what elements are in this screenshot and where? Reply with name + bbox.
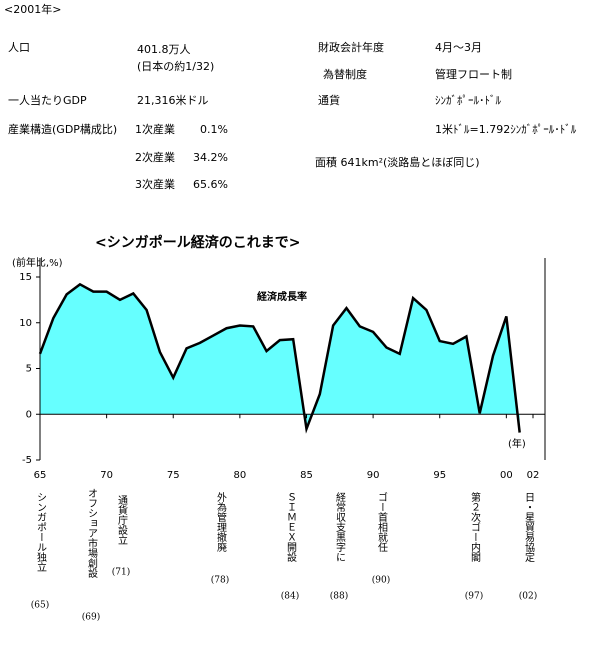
x-tick-label: 00 [500, 470, 513, 481]
event-year: (78) [211, 575, 229, 586]
value: 65.6% [193, 178, 228, 191]
event-year: (84) [281, 591, 299, 602]
event-year: (71) [112, 567, 130, 578]
event-label: ゴー首相就任 [376, 491, 388, 553]
x-tick-label: 70 [100, 470, 113, 481]
x-tick-label: 65 [34, 470, 47, 481]
x-tick-label: 95 [433, 470, 446, 481]
value: 0.1% [200, 123, 228, 136]
event-label: 第２次ゴー内閣 [469, 491, 481, 563]
label: 為替制度 [323, 67, 367, 81]
value: 4月～3月 [435, 41, 482, 54]
value: ｼﾝｶﾞﾎﾟｰﾙ･ﾄﾞﾙ [435, 94, 501, 107]
event-label: 経常収支黒字に [334, 491, 346, 562]
x-tick-label: 90 [367, 470, 380, 481]
label: 人口 [8, 41, 30, 54]
event-year: (02) [519, 591, 537, 602]
x-tick-label: 75 [167, 470, 180, 481]
y-tick-label: -5 [22, 455, 32, 466]
event-label: シンガポール独立 [35, 492, 47, 572]
line [38, 282, 521, 434]
y-tick-label: 5 [26, 364, 32, 375]
value: 21,316米ドル [137, 94, 209, 107]
x-tick-label: 85 [300, 470, 313, 481]
area-fill [40, 284, 520, 433]
event-year: (69) [82, 612, 100, 623]
value: 401.8万人 [137, 43, 191, 56]
value: 34.2% [193, 151, 228, 164]
y-tick-label: 0 [26, 409, 32, 420]
event-label: 通貨庁設立 [116, 495, 128, 545]
label: 財政会計年度 [318, 40, 384, 54]
event-label: 日・星貿易協定 [523, 492, 535, 563]
value: 1米ﾄﾞﾙ=1.792ｼﾝｶﾞﾎﾟｰﾙ･ﾄﾞﾙ [435, 123, 577, 136]
label: 産業構造(GDP構成比) [8, 122, 117, 136]
value: 管理フロート制 [435, 67, 512, 81]
event-label: ＳＩＭＥＸ開設 [285, 492, 297, 563]
value: 面積 641km²(淡路島とほぼ同じ) [315, 155, 480, 169]
label: 一人当たりGDP [8, 93, 87, 107]
label: 通貨 [318, 93, 340, 107]
x-tick-label: 02 [527, 470, 540, 481]
event-year: (88) [330, 591, 348, 602]
label: 2次産業 [135, 150, 175, 164]
x-tick-label: 80 [233, 470, 246, 481]
y-tick-label: 15 [19, 272, 32, 283]
y-axis-label: (前年比,%) [12, 256, 63, 269]
event-label: オフショア市場創設 [86, 488, 98, 579]
label: 3次産業 [135, 177, 175, 191]
label: 1次産業 [135, 122, 175, 136]
event-year: (90) [372, 575, 390, 586]
series-label: 経済成長率 [257, 290, 307, 303]
event-year: (97) [465, 591, 483, 602]
x-axis-label: (年) [508, 437, 526, 450]
header: <2001年> [4, 2, 61, 16]
event-label: 外為管理撤廃 [215, 492, 227, 553]
chart-title: <シンガポール経済のこれまで> [95, 234, 300, 251]
value: (日本の約1/32) [137, 59, 214, 73]
y-tick-label: 10 [19, 318, 32, 329]
event-year: (65) [31, 600, 49, 611]
